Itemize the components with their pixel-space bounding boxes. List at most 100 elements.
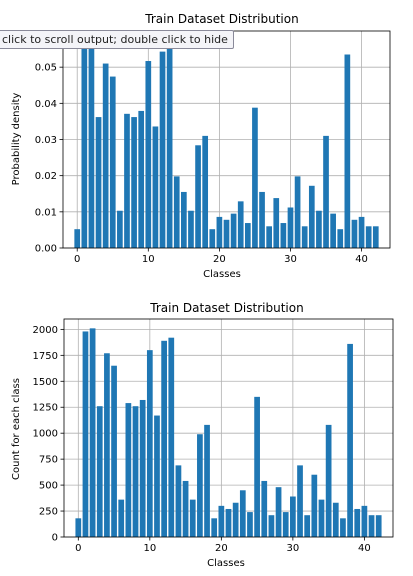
bar-class-40 (358, 216, 365, 248)
bar-class-16 (189, 499, 196, 537)
bar-class-40 (361, 505, 368, 537)
chart-1-ylabel: Probability density (11, 93, 22, 186)
bar-class-3 (96, 406, 103, 537)
bar-class-33 (308, 185, 315, 248)
bar-class-13 (166, 48, 173, 248)
bar-class-25 (254, 396, 260, 537)
x-tick-label: 30 (284, 254, 297, 265)
bar-class-38 (347, 343, 353, 537)
bar-class-28 (275, 487, 282, 537)
y-tick-label: 1500 (33, 377, 58, 388)
bar-class-11 (154, 415, 160, 537)
chart-2-xlabel: Classes (207, 558, 245, 569)
bar-class-6 (118, 499, 125, 537)
scroll-output-tooltip[interactable]: click to scroll output; double click to … (0, 30, 234, 49)
bar-class-22 (230, 213, 237, 248)
bar-class-27 (268, 515, 275, 537)
bar-class-12 (159, 51, 166, 248)
bar-class-15 (181, 191, 187, 248)
x-tick-label: 20 (215, 543, 228, 554)
chart-1-title: Train Dataset Distribution (144, 12, 298, 26)
chart-count: Train Dataset Distribution Classes Count… (11, 301, 394, 569)
bar-class-24 (244, 223, 251, 248)
bar-class-11 (152, 126, 159, 248)
bar-class-19 (209, 229, 216, 248)
bar-class-7 (124, 113, 130, 249)
y-tick-label: 0.01 (35, 207, 57, 218)
x-tick-label: 0 (74, 254, 80, 265)
bar-class-5 (111, 365, 117, 537)
y-tick-label: 750 (39, 455, 58, 466)
bar-class-10 (146, 350, 153, 537)
bar-class-10 (145, 61, 152, 248)
x-tick-label: 30 (287, 543, 300, 554)
bar-class-23 (237, 201, 244, 248)
bar-class-6 (117, 210, 123, 248)
bar-class-20 (216, 216, 223, 248)
bar-class-26 (261, 480, 268, 537)
bar-class-30 (290, 496, 296, 537)
bar-class-14 (173, 176, 180, 248)
chart-2-ylabel: Count for each class (11, 378, 22, 480)
chart-1-xlabel: Classes (203, 269, 241, 280)
bar-class-35 (323, 135, 329, 248)
bar-class-1 (82, 331, 89, 537)
x-tick-label: 10 (142, 254, 155, 265)
y-tick-label: 0.04 (35, 99, 57, 110)
y-tick-label: 0.05 (35, 63, 57, 74)
bar-class-13 (168, 337, 175, 537)
bar-class-27 (266, 226, 272, 248)
bar-class-30 (287, 207, 294, 248)
y-tick-label: 1750 (33, 351, 58, 362)
bar-class-34 (316, 210, 322, 248)
bar-class-39 (351, 219, 358, 248)
bar-class-38 (344, 54, 351, 249)
chart-2-title: Train Dataset Distribution (149, 301, 303, 315)
bar-class-17 (197, 434, 203, 537)
bar-class-19 (211, 518, 218, 537)
bar-class-41 (368, 515, 375, 537)
bar-class-12 (161, 340, 167, 537)
bar-class-21 (223, 219, 230, 248)
y-tick-label: 0.00 (35, 244, 57, 255)
bar-class-32 (301, 226, 308, 248)
bar-class-18 (202, 135, 209, 248)
x-tick-label: 10 (143, 543, 156, 554)
bar-class-37 (340, 518, 346, 537)
bar-class-36 (332, 502, 339, 537)
y-tick-label: 2000 (33, 325, 58, 336)
bar-class-16 (188, 210, 194, 248)
bar-class-9 (139, 399, 146, 537)
chart-probability-density: Train Dataset Distribution Classes Proba… (11, 12, 391, 280)
bar-class-20 (218, 505, 225, 537)
bar-class-39 (354, 508, 361, 537)
bar-class-31 (294, 176, 301, 248)
x-tick-label: 40 (355, 254, 368, 265)
bar-class-32 (304, 515, 311, 537)
y-tick-label: 1250 (33, 403, 58, 414)
y-tick-label: 250 (39, 507, 58, 518)
bar-class-18 (204, 424, 210, 537)
bar-class-23 (239, 490, 246, 537)
y-tick-label: 0 (52, 533, 58, 544)
bar-class-8 (131, 117, 137, 249)
bar-class-24 (247, 512, 253, 537)
bar-class-21 (225, 508, 232, 537)
bar-class-35 (325, 424, 332, 537)
y-tick-label: 0.03 (35, 135, 57, 146)
bar-class-22 (232, 502, 239, 537)
y-tick-label: 500 (39, 481, 58, 492)
x-tick-label: 20 (213, 254, 226, 265)
bar-class-29 (280, 223, 287, 248)
bar-class-25 (252, 107, 258, 248)
bar-class-4 (102, 63, 109, 248)
bar-class-36 (330, 213, 336, 248)
bar-class-28 (273, 198, 280, 248)
bar-class-14 (175, 465, 182, 537)
bar-class-7 (125, 403, 132, 537)
y-tick-label: 0.02 (35, 171, 57, 182)
bar-class-5 (109, 76, 116, 248)
bar-class-42 (375, 515, 382, 537)
x-tick-label: 0 (75, 543, 81, 554)
